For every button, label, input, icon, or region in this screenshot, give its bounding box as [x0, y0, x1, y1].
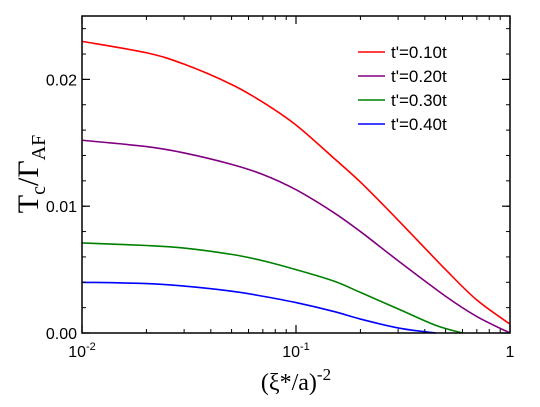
x-tick-label: 1: [506, 344, 515, 361]
legend-label-1: t'=0.10t: [391, 43, 447, 62]
y-tick-label: 0.00: [46, 326, 77, 343]
series-line-4: [81, 281, 436, 334]
y-axis-title-gamma-subscript: AF: [28, 135, 50, 161]
x-tick-label-base: 1: [506, 344, 515, 361]
x-axis-title-main: (ξ*/a): [261, 370, 317, 396]
series-lines: [81, 40, 511, 334]
y-axis-title: Tc/ΓAF: [12, 135, 50, 213]
y-axis-title-gamma: Γ: [12, 160, 45, 177]
x-tick-label-base: 10: [68, 344, 86, 361]
legend-label-2: t'=0.20t: [391, 67, 447, 86]
y-axis: 0.00 0.01 0.02: [46, 28, 510, 343]
plot-frame: [81, 15, 511, 334]
x-tick-label: 10-2: [68, 341, 96, 361]
x-axis: 10-2 10-1 1: [68, 16, 515, 361]
x-tick-label-exponent: -2: [86, 341, 96, 353]
y-axis-title-slash: /: [12, 177, 45, 186]
x-tick-label: 10-1: [282, 341, 310, 361]
y-axis-title-t: T: [12, 195, 45, 213]
x-tick-label-base: 10: [282, 344, 300, 361]
x-axis-title-exponent: -2: [317, 365, 331, 384]
series-line-1: [81, 40, 511, 325]
legend-label-4: t'=0.40t: [391, 115, 447, 134]
y-tick-label: 0.01: [46, 199, 77, 216]
series-line-3: [81, 242, 463, 334]
legend-label-3: t'=0.30t: [391, 91, 447, 110]
series-line-2: [81, 139, 511, 334]
y-axis-title-t-subscript: c: [28, 186, 50, 195]
legend: t'=0.10t t'=0.20t t'=0.30t t'=0.40t: [358, 43, 447, 134]
x-axis-title: (ξ*/a)-2: [261, 365, 331, 396]
y-tick-label: 0.02: [46, 72, 77, 89]
x-tick-label-exponent: -1: [300, 341, 310, 353]
